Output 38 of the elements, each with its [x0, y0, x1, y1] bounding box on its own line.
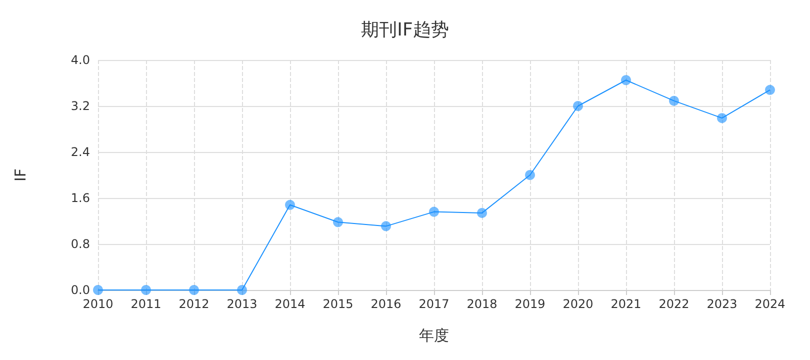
- point: [141, 285, 151, 295]
- y-tick-label: 3.2: [70, 99, 90, 113]
- y-tick-label: 0.8: [70, 237, 90, 251]
- point: [621, 75, 631, 86]
- y-tick-label: 4.0: [70, 53, 90, 67]
- x-tick-label: 2021: [610, 297, 642, 311]
- chart-title: 期刊IF趋势: [361, 20, 449, 40]
- x-tick-label: 2013: [226, 297, 258, 311]
- x-tick-label: 2023: [706, 297, 738, 311]
- x-tick-label: 2012: [178, 297, 210, 311]
- x-tick-label: 2024: [754, 297, 786, 311]
- point: [285, 200, 295, 210]
- y-tick-label: 2.4: [70, 145, 90, 159]
- x-tick-label: 2018: [466, 297, 498, 311]
- x-tick-label: 2011: [130, 297, 162, 311]
- x-axis-title: 年度: [419, 326, 449, 344]
- point: [429, 206, 439, 217]
- point: [237, 285, 247, 295]
- x-tick-label: 2019: [514, 297, 546, 311]
- point: [765, 84, 775, 95]
- point: [525, 170, 535, 180]
- y-tick-label: 1.6: [70, 191, 90, 205]
- point: [669, 96, 679, 106]
- x-tick-label: 2015: [322, 297, 354, 311]
- x-tick-label: 2010: [82, 297, 114, 311]
- point: [573, 101, 583, 111]
- x-tick-label: 2022: [658, 297, 690, 311]
- point: [333, 217, 343, 228]
- x-tick-label: 2016: [370, 297, 402, 311]
- point: [381, 221, 391, 232]
- x-tick-label: 2014: [274, 297, 306, 311]
- point: [189, 285, 199, 295]
- y-axis-title: IF: [12, 168, 30, 182]
- y-tick-label: 0.0: [70, 283, 90, 297]
- x-tick-label: 2017: [418, 297, 450, 311]
- point: [477, 208, 487, 218]
- x-tick-label: 2020: [562, 297, 594, 311]
- point: [717, 113, 727, 124]
